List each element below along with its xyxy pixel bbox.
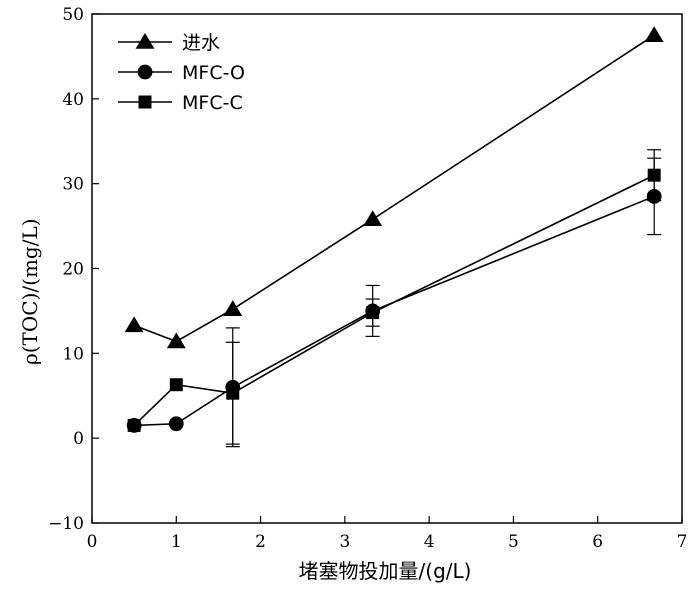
y-tick-label: 50 [62,5,84,25]
legend-marker-circle [137,64,153,80]
x-tick-label: 2 [255,532,266,552]
data-point-square [169,378,183,392]
data-point-triangle [223,300,243,316]
x-tick-label: 0 [87,532,98,552]
data-point-square [647,168,661,182]
data-point-square [366,306,380,320]
data-point-triangle [363,210,383,227]
x-tick-label: 5 [508,532,519,552]
x-tick-label: 6 [592,532,603,552]
data-point-circle [168,416,184,432]
x-axis-label: 堵塞物投加量/(g/L) [298,559,472,583]
data-point-triangle [644,26,664,42]
legend-marker-triangle [135,33,155,49]
data-point-triangle [166,332,186,349]
y-tick-label: 20 [62,260,84,280]
plot-frame [91,13,683,524]
y-tick-label: 10 [62,344,84,364]
data-point-square [226,386,240,400]
legend-label: 进水 [182,32,220,54]
y-tick-label: 30 [62,175,84,195]
x-tick-label: 4 [424,532,435,552]
y-tick-label: −10 [48,514,84,534]
x-tick-label: 1 [171,532,182,552]
y-tick-label: 40 [62,90,84,110]
legend-marker-square [138,95,152,109]
legend-label: MFC-C [182,92,243,114]
data-point-triangle [124,316,144,333]
y-tick-label: 0 [73,429,84,449]
y-axis-label: ρ(TOC)/(mg/L) [18,218,42,365]
legend-label: MFC-O [182,62,245,84]
x-tick-label: 3 [339,532,350,552]
series-line-circle [134,195,655,427]
series-line-square [133,174,655,427]
data-point-square [127,418,141,432]
x-tick-label: 7 [677,532,688,552]
